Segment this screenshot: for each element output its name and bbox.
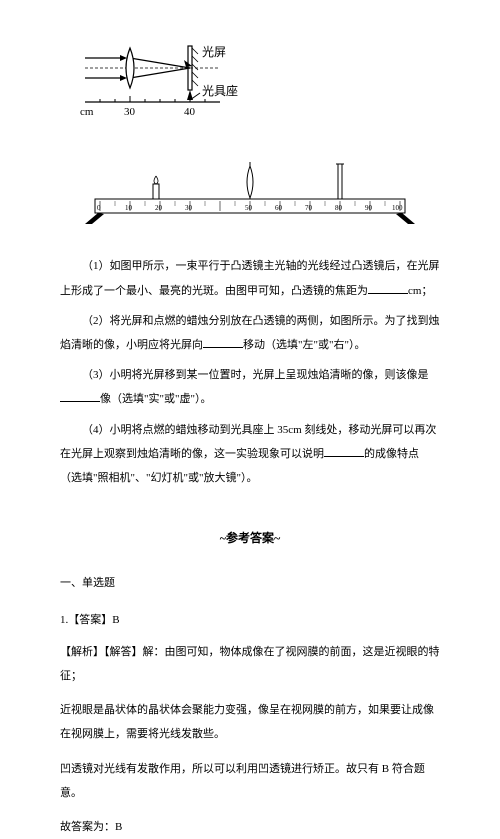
blank-3	[60, 390, 100, 402]
blank-4	[324, 445, 364, 457]
q2-text-b: 移动（选填"左"或"右"）。	[243, 339, 365, 351]
cm-label: cm	[80, 106, 94, 118]
tick-30: 30	[124, 106, 136, 118]
svg-text:80: 80	[335, 204, 343, 212]
q3-text-b: 像（选填"实"或"虚"）。	[100, 393, 211, 405]
svg-text:50: 50	[245, 204, 253, 212]
question-1: （1）如图甲所示，一束平行于凸透镜主光轴的光线经过凸透镜后，在光屏上形成了一个最…	[60, 254, 440, 302]
analysis-1-p2: 近视眼是晶状体的晶状体会聚能力变强，像呈在视网膜的前方，如果要让成像在视网膜上，…	[60, 698, 440, 746]
lens-screen-diagram: 光屏 光具座 cm 30 40	[80, 40, 260, 120]
q3-text-a: （3）小明将光屏移到某一位置时，光屏上呈现烛焰清晰的像，则该像是	[82, 369, 429, 381]
svg-text:30: 30	[185, 204, 193, 212]
svg-text:20: 20	[155, 204, 163, 212]
bench-label: 光具座	[202, 83, 238, 98]
svg-text:100: 100	[392, 204, 403, 212]
analysis-1-p1: 【解析】【解答】解：由图可知，物体成像在了视网膜的前面，这是近视眼的特征；	[60, 640, 440, 688]
answer-1-label: 1.【答案】B	[60, 608, 440, 632]
screen-label: 光屏	[202, 45, 226, 59]
q1-unit: cm；	[408, 285, 432, 297]
question-3: （3）小明将光屏移到某一位置时，光屏上呈现烛焰清晰的像，则该像是像（选填"实"或…	[60, 363, 440, 411]
optical-bench-diagram: 0 10 20 30 50 60 70 80 90 100	[80, 154, 420, 229]
analysis-1-p4: 故答案为：B	[60, 815, 440, 839]
svg-text:0: 0	[97, 204, 101, 212]
tick-40: 40	[184, 106, 196, 118]
svg-text:10: 10	[125, 204, 133, 212]
blank-1	[368, 282, 408, 294]
blank-2	[203, 336, 243, 348]
answers-divider: ~参考答案~	[60, 525, 440, 551]
svg-text:70: 70	[305, 204, 313, 212]
analysis-1-p3: 凹透镜对光线有发散作用，所以可以利用凹透镜进行矫正。故只有 B 符合题意。	[60, 757, 440, 805]
question-2: （2）将光屏和点燃的蜡烛分别放在凸透镜的两侧，如图所示。为了找到烛焰清晰的像，小…	[60, 309, 440, 357]
svg-text:90: 90	[365, 204, 373, 212]
section-single-choice: 一、单选题	[60, 571, 440, 595]
question-4: （4）小明将点燃的蜡烛移动到光具座上 35cm 刻线处，移动光屏可以再次在光屏上…	[60, 418, 440, 491]
svg-text:60: 60	[275, 204, 283, 212]
